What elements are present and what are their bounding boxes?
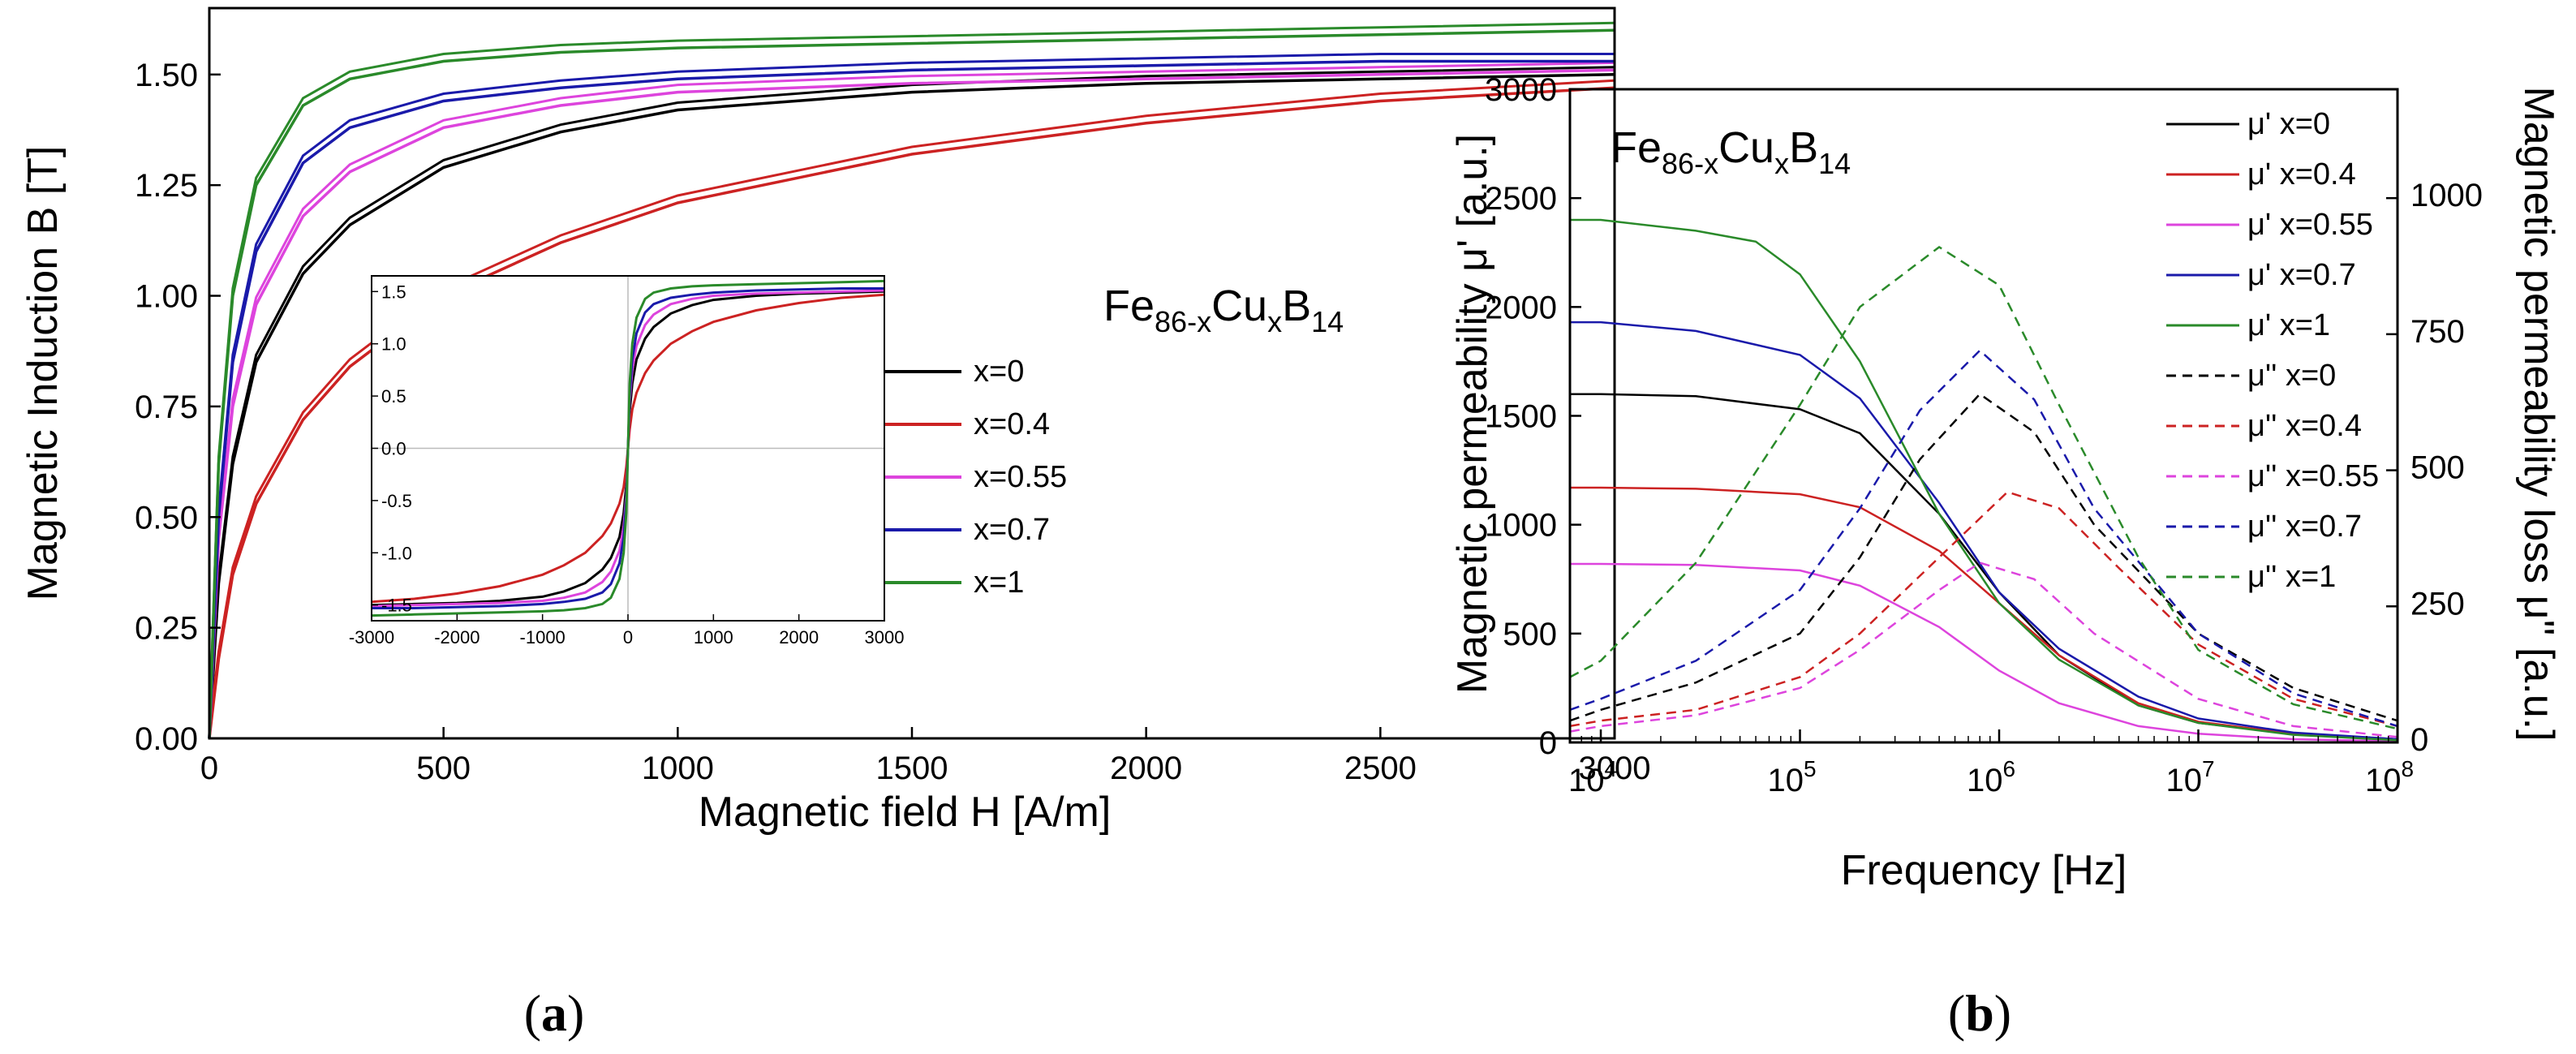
panel-a: 0 500 1000 1500 2000 2500 30000.000.250.500.75… [19, 6, 1650, 1042]
panel-b-legend-label: μ' x=1 [2247, 308, 2330, 342]
panel-b-x-tick-label: 107 [2165, 756, 2214, 798]
panel-b-y-tick-label: 3000 [1485, 72, 1557, 108]
panel-a-y-tick-label: 0.00 [135, 721, 198, 757]
panel-a-x-tick-label: 2500 [1344, 751, 1417, 786]
inset-y-tick-label: -0.5 [381, 491, 412, 511]
panel-b-legend-label: μ'' x=0.7 [2247, 510, 2362, 544]
panel-b-y2-axis-title: Magnetic permeability loss μ'' [a.u.] [2515, 86, 2562, 741]
panel-a-inset: -3000 -2000 -1000 0 1000 2000 3000 -1.5 -1.0 -0.5… [349, 275, 905, 647]
inset-y-tick-label: 0.5 [381, 386, 406, 407]
panel-b-legend-label: μ'' x=0.4 [2247, 409, 2362, 443]
panel-b-y-tick-label: 1000 [1485, 508, 1557, 544]
inset-x-tick-label: -3000 [349, 627, 394, 647]
panel-a-formula: Fe86-xCuxB14 [1103, 282, 1344, 338]
panel-a-x-tick-label: 0 [200, 751, 218, 786]
panel-b-permeability-series-line [1570, 218, 2398, 742]
panel-b-y2-tick-label: 250 [2410, 586, 2465, 622]
panel-a-legend-label: x=0.7 [974, 513, 1050, 547]
panel-b-formula: Fe86-xCuxB14 [1611, 123, 1851, 180]
panel-b-loss-series-line [1569, 561, 2398, 738]
panel-b-y2-tick-label: 0 [2410, 722, 2428, 758]
panel-a-legend: x=0 x=0.4 x=0.55 x=0.7 x=1 [880, 355, 1067, 600]
panel-a-y-tick-label: 1.00 [135, 279, 198, 315]
panel-a-x-tick-label: 1500 [876, 751, 948, 786]
panel-b-loss-series-line [1569, 245, 2398, 730]
panel-b-y-axis-title: Magnetic permeability μ' [a.u.] [1449, 134, 1496, 694]
panel-b-permeability-series-line [1570, 562, 2398, 742]
panel-a-y-axis-title: Magnetic Induction B [T] [19, 146, 67, 601]
inset-y-tick-label: 1.5 [381, 282, 406, 302]
panel-a-y-tick-label: 0.75 [135, 389, 198, 425]
panel-b-legend-label: μ' x=0.7 [2247, 258, 2356, 292]
panel-b-legend-label: μ' x=0 [2247, 107, 2330, 141]
panel-b-y-tick-label: 2000 [1485, 290, 1557, 325]
panel-a-x-tick-label: 1000 [642, 751, 714, 786]
panel-b-legend-label: μ'' x=0 [2247, 359, 2336, 393]
panel-b-loss-series-line [1569, 393, 2398, 722]
inset-series-group [371, 279, 885, 617]
inset-y-tick-label: 1.0 [381, 334, 406, 355]
panel-b-y2-tick-label: 500 [2410, 450, 2465, 486]
panel-b-y-tick-label: 2500 [1485, 181, 1557, 217]
panel-b-x-tick-label: 108 [2365, 756, 2414, 798]
inset-axis-ticks: -3000 -2000 -1000 0 1000 2000 3000 -1.5 -1.0 -0.5… [349, 282, 905, 647]
panel-a-legend-label: x=0.4 [974, 407, 1050, 441]
inset-series-line [371, 279, 885, 617]
panel-a-series-line-branch [208, 53, 1615, 732]
panel-b-y-tick-label: 0 [1539, 725, 1557, 761]
inset-x-tick-label: 1000 [694, 627, 733, 647]
inset-x-tick-label: -2000 [434, 627, 480, 647]
inset-y-tick-label: 0.0 [381, 439, 406, 459]
panel-b-loss-series-line [1569, 349, 2398, 728]
inset-x-tick-label: 2000 [779, 627, 819, 647]
panel-b-legend: μ' x=0 μ' x=0.4 μ' x=0.55 μ' x=0.7 μ' x=1 μ''… [2166, 107, 2379, 594]
panel-b-y-tick-label: 1500 [1485, 399, 1557, 435]
panel-a-legend-label: x=0.55 [974, 460, 1067, 494]
panel-a-series-line-branch [208, 66, 1615, 732]
panel-a-axis-ticks: 0 500 1000 1500 2000 2500 30000.000.250.500.75… [135, 58, 1650, 786]
panel-b-legend-label: μ'' x=1 [2247, 560, 2336, 594]
panel-b-axis-ticks: 104 105 106 107 1080500100015002000250030000… [1485, 72, 2483, 798]
panel-b-permeability-series-line [1570, 321, 2398, 741]
panel-b-caption: (b) [1948, 984, 2011, 1042]
panel-b-loss-series-line [1569, 490, 2398, 728]
panel-a-series-line-branch [208, 61, 1615, 732]
panel-a-y-tick-label: 1.25 [135, 168, 198, 204]
panel-b-legend-label: μ' x=0.4 [2247, 157, 2356, 191]
panel-a-y-tick-label: 0.25 [135, 611, 198, 647]
panel-b-x-tick-label: 106 [1967, 756, 2015, 798]
panel-a-series-group [208, 21, 1615, 739]
panel-b-legend-label: μ'' x=0.55 [2247, 459, 2379, 493]
inset-x-tick-label: 3000 [865, 627, 905, 647]
inset-x-tick-label: 0 [623, 627, 633, 647]
panel-b-y2-tick-label: 750 [2410, 314, 2465, 350]
panel-b-y2-tick-label: 1000 [2410, 178, 2483, 213]
panel-b-legend-label: μ' x=0.55 [2247, 208, 2373, 242]
panel-a-x-axis-title: Magnetic field H [A/m] [699, 789, 1112, 836]
panel-b-x-tick-label: 104 [1568, 756, 1617, 798]
panel-b: 104 105 106 107 1080500100015002000250030000… [1449, 72, 2562, 1042]
panel-a-x-tick-label: 2000 [1110, 751, 1182, 786]
panel-b-x-tick-label: 105 [1767, 756, 1816, 798]
panel-a-legend-label: x=0 [974, 355, 1024, 389]
panel-a-x-tick-label: 3000 [1579, 751, 1651, 786]
panel-b-x-axis-title: Frequency [Hz] [1841, 847, 2127, 894]
panel-a-caption: (a) [524, 984, 585, 1042]
panel-b-permeability-series-line [1570, 486, 2398, 741]
inset-y-tick-label: -1.5 [381, 596, 412, 616]
panel-a-y-tick-label: 0.50 [135, 500, 198, 536]
panel-a-x-tick-label: 500 [416, 751, 471, 786]
panel-a-legend-label: x=1 [974, 566, 1024, 600]
inset-y-tick-label: -1.0 [381, 543, 412, 563]
panel-a-series-line-branch [208, 21, 1615, 732]
panel-b-series-group [1569, 218, 2398, 742]
inset-x-tick-label: -1000 [520, 627, 566, 647]
panel-b-y-tick-label: 500 [1503, 617, 1557, 652]
panel-a-y-tick-label: 1.50 [135, 58, 198, 93]
